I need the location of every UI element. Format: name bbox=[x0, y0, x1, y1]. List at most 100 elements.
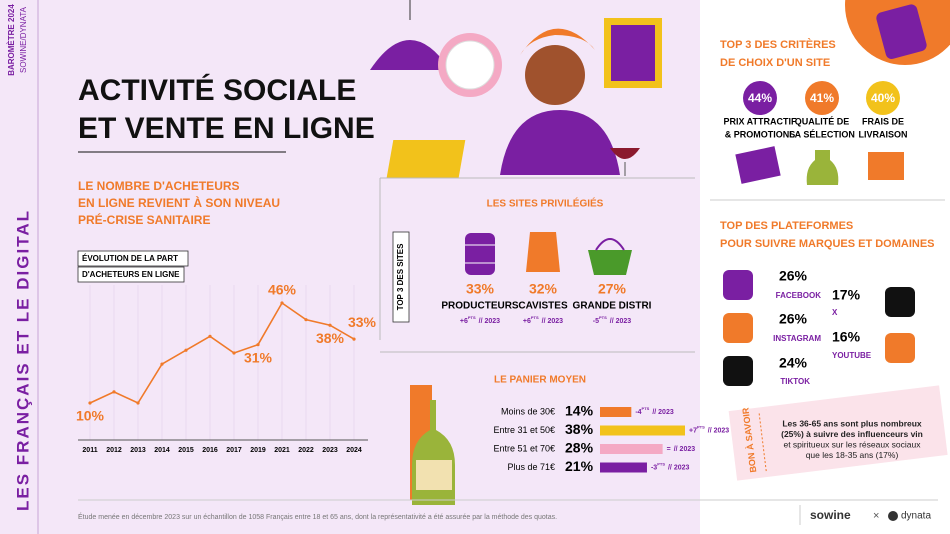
delta-unit: PTS bbox=[697, 425, 705, 430]
chart-title: ÉVOLUTION DE LA PART bbox=[82, 254, 178, 263]
site-share: 33% bbox=[466, 281, 495, 297]
title: ET VENTE EN LIGNE bbox=[78, 112, 375, 145]
criteria-share: 41% bbox=[810, 91, 834, 105]
point bbox=[304, 318, 308, 322]
side-label-box bbox=[392, 231, 410, 323]
note-divider bbox=[758, 413, 767, 472]
delta: -5PTS// 2023 bbox=[593, 315, 632, 325]
point bbox=[232, 351, 236, 355]
x-tick-label: 2017 bbox=[226, 447, 242, 454]
sidebar-source: SOWINE/DYNATA bbox=[19, 6, 28, 73]
headline: PRÉ-CRISE SANITAIRE bbox=[78, 212, 210, 227]
site-name: PRODUCTEURS bbox=[441, 301, 519, 312]
delta-year: // 2023 bbox=[668, 464, 690, 471]
phone-icon bbox=[876, 4, 927, 59]
x-tick-label: 2013 bbox=[130, 447, 146, 454]
data-label: 38% bbox=[316, 330, 345, 346]
delta-unit: PTS bbox=[599, 315, 607, 320]
basket-share: 28% bbox=[565, 440, 594, 456]
site-icons bbox=[465, 232, 632, 275]
note bbox=[728, 385, 948, 481]
point bbox=[112, 390, 116, 394]
partner-logo bbox=[888, 511, 898, 521]
criteria-name: PRIX ATTRACTIF bbox=[724, 116, 797, 126]
site-name: GRANDE DISTRI bbox=[573, 301, 652, 312]
x-tick-label: 2012 bbox=[106, 447, 122, 454]
headline: EN LIGNE REVIENT À SON NIVEAU bbox=[78, 195, 280, 210]
note-line: Les 36-65 ans sont plus nombreux bbox=[782, 418, 922, 428]
delta-unit: PTS bbox=[642, 406, 650, 411]
platform-name: INSTAGRAM bbox=[773, 334, 821, 343]
criteria-badge bbox=[805, 81, 839, 115]
data-label: 31% bbox=[244, 349, 273, 365]
platform-name: FACEBOOK bbox=[776, 291, 822, 300]
platform-share: 16% bbox=[832, 329, 861, 345]
site-share: 32% bbox=[529, 281, 558, 297]
x-tick-label: 2024 bbox=[346, 447, 362, 454]
delta: +6PTS// 2023 bbox=[460, 315, 500, 325]
sidebar-brand: BAROMÈTRE 2024 bbox=[7, 4, 16, 76]
basket-bar bbox=[600, 425, 685, 436]
delta-year: // 2023 bbox=[652, 409, 674, 416]
platform-icon bbox=[723, 270, 753, 300]
delta-year: // 2023 bbox=[708, 427, 730, 434]
basket-label: Moins de 30€ bbox=[501, 406, 555, 416]
footer-separator: × bbox=[873, 510, 879, 522]
platform-icon bbox=[723, 356, 753, 386]
basket-bar bbox=[600, 407, 632, 417]
note-line: (25%) à suivre des influenceurs vin bbox=[781, 429, 923, 439]
delta-unit: PTS bbox=[657, 462, 665, 467]
delta-unit: PTS bbox=[468, 315, 476, 320]
delta-value: -4 bbox=[635, 409, 641, 416]
section-title: LE PANIER MOYEN bbox=[494, 375, 586, 386]
point bbox=[208, 334, 212, 338]
chart-title-box bbox=[77, 266, 185, 283]
criteria: 44% PRIX ATTRACTIF & PROMOTIONS 41% QUALITÉ … bbox=[724, 81, 908, 139]
delta: +6PTS// 2023 bbox=[523, 315, 563, 325]
section-title: LES SITES PRIVILÉGIÉS bbox=[487, 197, 604, 210]
platform-name: YOUTUBE bbox=[832, 351, 872, 360]
platform-icon bbox=[885, 333, 915, 363]
delta-value: +6 bbox=[460, 318, 468, 325]
criteria-share: 40% bbox=[871, 91, 895, 105]
delta-value: -5 bbox=[593, 318, 599, 325]
basket-label: Entre 31 et 50€ bbox=[493, 425, 555, 435]
note-line: et spiritueux sur les réseaux sociaux bbox=[783, 439, 921, 449]
chart-title: D'ACHETEURS EN LIGNE bbox=[82, 270, 180, 279]
criteria-name: LIVRAISON bbox=[858, 129, 907, 139]
delta-value: +7 bbox=[689, 427, 697, 434]
sidebar-theme: LES FRANÇAIS ET LE DIGITAL bbox=[13, 209, 32, 511]
point bbox=[280, 301, 284, 305]
platform-name: X bbox=[832, 308, 838, 317]
basket-bar bbox=[600, 444, 663, 454]
basket-bar bbox=[600, 462, 647, 473]
delta-year: // 2023 bbox=[479, 318, 501, 325]
delta-value: +6 bbox=[523, 318, 531, 325]
section-title: TOP DES PLATEFORMES bbox=[720, 220, 853, 232]
criteria-share: 44% bbox=[748, 91, 772, 105]
delta-year: // 2023 bbox=[610, 318, 632, 325]
platform-share: 26% bbox=[779, 268, 808, 284]
site-name: CAVISTES bbox=[518, 301, 568, 312]
platform-share: 24% bbox=[779, 355, 808, 371]
point bbox=[328, 323, 332, 327]
note-box bbox=[728, 385, 948, 481]
bottle-illustration bbox=[410, 385, 455, 505]
delta: +7PTS// 2023 bbox=[689, 425, 729, 435]
point bbox=[136, 401, 140, 405]
criteria-name: & PROMOTIONS bbox=[725, 129, 796, 139]
section-title: DE CHOIX D'UN SITE bbox=[720, 57, 830, 69]
delta-value: -3 bbox=[651, 464, 657, 471]
data-label: 33% bbox=[348, 314, 377, 330]
section-title: POUR SUIVRE MARQUES ET DOMAINES bbox=[720, 238, 935, 250]
platform-share: 17% bbox=[832, 287, 861, 303]
delta: -3PTS// 2023 bbox=[651, 462, 690, 472]
footer-partner: dynata bbox=[901, 511, 931, 522]
basket-label: Entre 51 et 70€ bbox=[493, 443, 555, 453]
platform-name: TIKTOK bbox=[780, 377, 810, 386]
line-series bbox=[89, 301, 355, 405]
platform-icon bbox=[723, 313, 753, 343]
basket-share: 38% bbox=[565, 421, 594, 437]
line-chart: 2011 2012 2013 2014 2015 2016 2017 2019 2021 2022… bbox=[76, 282, 377, 454]
